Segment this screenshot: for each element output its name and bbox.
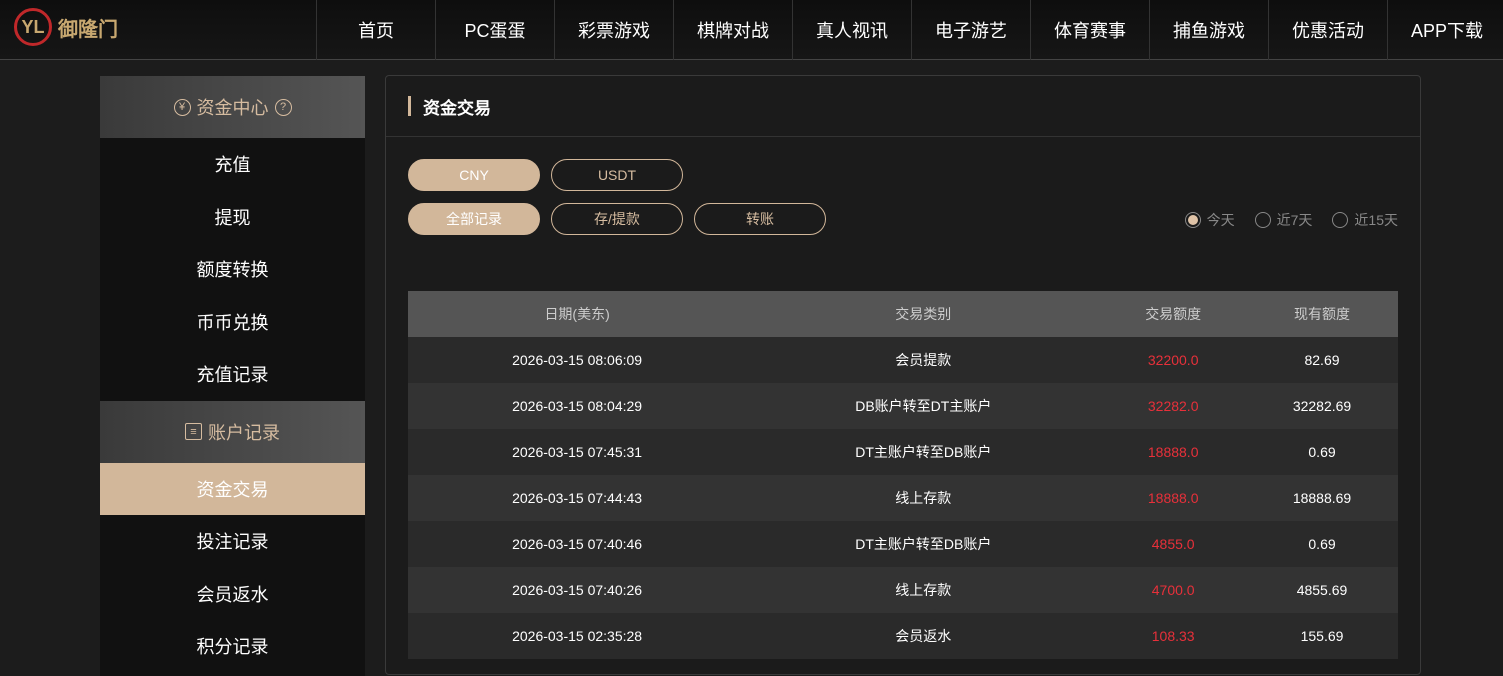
sidebar-item[interactable]: 投注记录 bbox=[196, 532, 269, 553]
document-icon: ≡ bbox=[185, 423, 202, 440]
cell-date: 2026-03-15 08:06:09 bbox=[408, 337, 747, 383]
page-title: 资金交易 bbox=[386, 76, 1420, 137]
yen-icon: ¥ bbox=[173, 98, 191, 116]
cell-type: 线上存款 bbox=[746, 567, 1101, 613]
col-amount: 交易额度 bbox=[1100, 291, 1247, 337]
radio-icon bbox=[1254, 212, 1271, 228]
table-row: 2026-03-15 07:44:43 线上存款 18888.0 18888.69 bbox=[408, 475, 1398, 521]
col-type: 交易类别 bbox=[746, 291, 1101, 337]
sidebar-section-funds: ¥ 资金中心 ? bbox=[100, 76, 365, 138]
nav-item[interactable]: 真人视讯 bbox=[792, 0, 911, 60]
cell-type: DB账户转至DT主账户 bbox=[746, 383, 1101, 429]
sidebar: ¥ 资金中心 ? 充值 提现 额度转换 币币兑换 充值记录 ≡ 账户记录 资金交… bbox=[100, 76, 365, 676]
radio-label: 近15天 bbox=[1354, 212, 1398, 228]
sidebar-item[interactable]: 积分记录 bbox=[196, 637, 269, 658]
cell-balance: 32282.69 bbox=[1246, 383, 1398, 429]
nav-item[interactable]: 首页 bbox=[316, 0, 435, 60]
table-row: 2026-03-15 02:35:28 会员返水 108.33 155.69 bbox=[408, 613, 1398, 659]
nav-item[interactable]: 彩票游戏 bbox=[554, 0, 673, 60]
cell-amount: 4700.0 bbox=[1100, 567, 1247, 613]
filter-transfer-button[interactable]: 转账 bbox=[694, 203, 826, 235]
cell-type: DT主账户转至DB账户 bbox=[746, 429, 1101, 475]
radio-15days[interactable]: 近15天 bbox=[1332, 210, 1398, 230]
radio-today[interactable]: 今天 bbox=[1184, 210, 1235, 230]
main-panel: 资金交易 CNY USDT 全部记录 存/提款 转账 今天 近7天 近15天 日… bbox=[385, 75, 1421, 675]
sidebar-section-records: ≡ 账户记录 bbox=[100, 400, 365, 463]
cell-date: 2026-03-15 07:45:31 bbox=[408, 429, 747, 475]
cell-date: 2026-03-15 07:40:46 bbox=[408, 521, 747, 567]
nav-item[interactable]: APP下载 bbox=[1387, 0, 1503, 60]
section-title: 账户记录 bbox=[208, 422, 280, 443]
cell-amount: 32282.0 bbox=[1100, 383, 1247, 429]
table-row: 2026-03-15 07:45:31 DT主账户转至DB账户 18888.0 0.6… bbox=[408, 429, 1398, 475]
cell-balance: 155.69 bbox=[1246, 613, 1398, 659]
col-balance: 现有额度 bbox=[1246, 291, 1398, 337]
cell-amount: 32200.0 bbox=[1100, 337, 1247, 383]
filter-deposit-withdraw-button[interactable]: 存/提款 bbox=[551, 203, 683, 235]
sidebar-item[interactable]: 充值 bbox=[214, 155, 251, 176]
sidebar-item[interactable]: 会员返水 bbox=[196, 584, 269, 605]
filter-all-button[interactable]: 全部记录 bbox=[408, 203, 540, 235]
cell-date: 2026-03-15 07:44:43 bbox=[408, 475, 747, 521]
cell-balance: 82.69 bbox=[1246, 337, 1398, 383]
table-row: 2026-03-15 07:40:46 DT主账户转至DB账户 4855.0 0.69 bbox=[408, 521, 1398, 567]
sidebar-item[interactable]: 充值记录 bbox=[196, 365, 269, 386]
nav-item[interactable]: 棋牌对战 bbox=[673, 0, 792, 60]
nav-item[interactable]: PC蛋蛋 bbox=[435, 0, 554, 60]
header: YL 御隆门 首页 PC蛋蛋 彩票游戏 棋牌对战 真人视讯 电子游艺 体育赛事 … bbox=[0, 0, 1503, 60]
cell-date: 2026-03-15 07:40:26 bbox=[408, 567, 747, 613]
cell-type: 会员返水 bbox=[746, 613, 1101, 659]
cell-balance: 18888.69 bbox=[1246, 475, 1398, 521]
cell-balance: 0.69 bbox=[1246, 429, 1398, 475]
help-icon[interactable]: ? bbox=[274, 98, 292, 116]
cell-amount: 18888.0 bbox=[1100, 429, 1247, 475]
cell-date: 2026-03-15 02:35:28 bbox=[408, 613, 747, 659]
logo-text: 御隆门 bbox=[58, 18, 118, 41]
col-date: 日期(美东) bbox=[408, 291, 747, 337]
table-row: 2026-03-15 07:40:26 线上存款 4700.0 4855.69 bbox=[408, 567, 1398, 613]
cell-balance: 4855.69 bbox=[1246, 567, 1398, 613]
cell-date: 2026-03-15 08:04:29 bbox=[408, 383, 747, 429]
radio-label: 今天 bbox=[1206, 212, 1235, 228]
cell-type: DT主账户转至DB账户 bbox=[746, 521, 1101, 567]
section-title: 资金中心 bbox=[196, 98, 269, 118]
logo[interactable]: YL 御隆门 bbox=[14, 8, 118, 46]
nav-item[interactable]: 优惠活动 bbox=[1268, 0, 1387, 60]
currency-usdt-button[interactable]: USDT bbox=[551, 159, 683, 191]
cell-type: 会员提款 bbox=[746, 337, 1101, 383]
sidebar-item-active[interactable]: 资金交易 bbox=[100, 462, 365, 515]
transactions-table: 日期(美东) 交易类别 交易额度 现有额度 2026-03-15 08:06:0… bbox=[408, 291, 1398, 659]
cell-balance: 0.69 bbox=[1246, 521, 1398, 567]
sidebar-item[interactable]: 币币兑换 bbox=[196, 312, 269, 333]
currency-cny-button[interactable]: CNY bbox=[408, 159, 540, 191]
table-row: 2026-03-15 08:06:09 会员提款 32200.0 82.69 bbox=[408, 337, 1398, 383]
date-range: 今天 近7天 近15天 bbox=[1184, 210, 1398, 230]
cell-amount: 18888.0 bbox=[1100, 475, 1247, 521]
table-row: 2026-03-15 08:04:29 DB账户转至DT主账户 32282.0 322… bbox=[408, 383, 1398, 429]
sidebar-item[interactable]: 额度转换 bbox=[196, 260, 269, 281]
radio-checked-icon bbox=[1184, 212, 1201, 228]
cell-amount: 108.33 bbox=[1100, 613, 1247, 659]
nav-item[interactable]: 捕鱼游戏 bbox=[1149, 0, 1268, 60]
logo-icon: YL bbox=[14, 8, 52, 46]
nav-item[interactable]: 体育赛事 bbox=[1030, 0, 1149, 60]
radio-icon bbox=[1332, 212, 1349, 228]
sidebar-item[interactable]: 提现 bbox=[214, 207, 251, 228]
cell-amount: 4855.0 bbox=[1100, 521, 1247, 567]
radio-label: 近7天 bbox=[1276, 212, 1313, 228]
nav-item[interactable]: 电子游艺 bbox=[911, 0, 1030, 60]
radio-7days[interactable]: 近7天 bbox=[1254, 210, 1313, 230]
main-nav: 首页 PC蛋蛋 彩票游戏 棋牌对战 真人视讯 电子游艺 体育赛事 捕鱼游戏 优惠… bbox=[316, 0, 1503, 60]
cell-type: 线上存款 bbox=[746, 475, 1101, 521]
